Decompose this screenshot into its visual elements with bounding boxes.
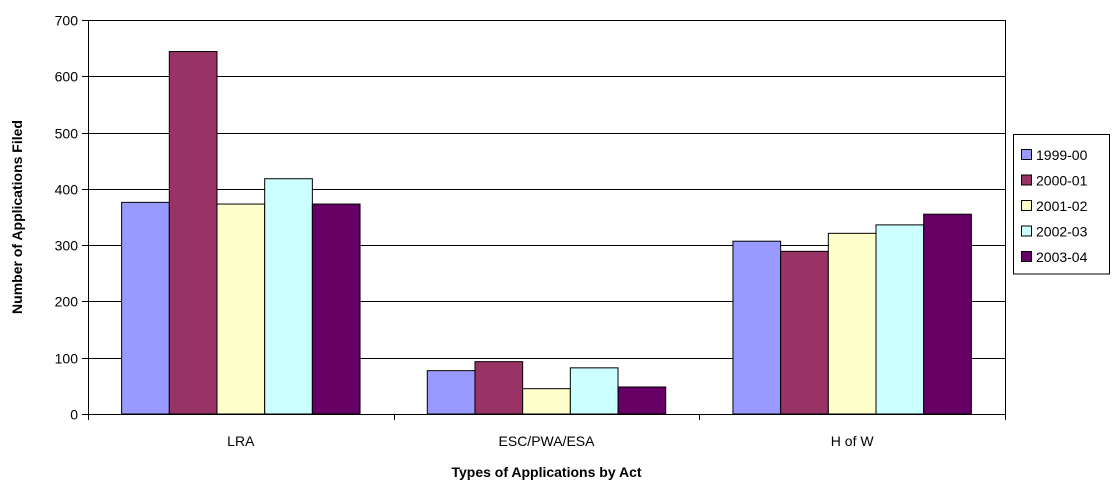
bar-2000-01-ESC/PWA/ESA: [474, 361, 524, 415]
legend-swatch: [1021, 200, 1032, 211]
legend: 1999-00 2000-01 2001-02 2002-03 2003-04: [1013, 134, 1110, 275]
bar-1999-00-LRA: [121, 201, 170, 415]
y-tick-label: 500: [55, 126, 79, 142]
bar-2001-02-LRA: [216, 203, 266, 415]
bar-2000-01-LRA: [168, 51, 218, 415]
y-tick-label: 200: [55, 294, 79, 310]
legend-swatch: [1021, 174, 1032, 186]
y-axis-title: Number of Applications Filed: [9, 120, 25, 314]
y-tick-label: 600: [55, 69, 79, 85]
bar-2001-02-H of W: [827, 232, 877, 415]
bar-2001-02-ESC/PWA/ESA: [522, 388, 571, 415]
bar-2002-03-ESC/PWA/ESA: [569, 367, 619, 415]
legend-swatch: [1021, 251, 1032, 262]
bar-2003-04-H of W: [923, 213, 972, 415]
y-tick-label: 300: [55, 238, 79, 254]
axes: [82, 20, 1006, 420]
y-tick-label: 0: [70, 407, 78, 423]
legend-swatch: [1021, 225, 1032, 237]
legend-label: 2001-02: [1036, 198, 1088, 214]
legend-label: 2000-01: [1036, 173, 1088, 189]
x-tick-label: ESC/PWA/ESA: [499, 433, 596, 449]
x-tick-label: LRA: [227, 433, 255, 449]
bar-2003-04-ESC/PWA/ESA: [617, 386, 667, 415]
legend-label: 2003-04: [1036, 249, 1088, 265]
tick-labels: 0 100 200 300 400 500 600 700 LRA ESC/PWA/ESA H of…: [55, 13, 875, 450]
bar-2002-03-H of W: [875, 224, 925, 415]
legend-label: 1999-00: [1036, 147, 1088, 163]
x-tick-label: H of W: [831, 433, 875, 449]
bar-1999-00-H of W: [732, 240, 782, 415]
y-tick-label: 100: [55, 351, 79, 367]
bar-2000-01-H of W: [780, 250, 829, 415]
x-axis-title: Types of Applications by Act: [451, 464, 641, 480]
bar-2002-03-LRA: [264, 178, 313, 415]
bar-2003-04-LRA: [311, 203, 361, 415]
bars: [121, 51, 972, 415]
legend-swatch: [1021, 149, 1032, 160]
y-tick-label: 400: [55, 182, 79, 198]
y-tick-label: 700: [55, 13, 79, 29]
bar-1999-00-ESC/PWA/ESA: [426, 370, 476, 415]
legend-label: 2002-03: [1036, 224, 1088, 240]
